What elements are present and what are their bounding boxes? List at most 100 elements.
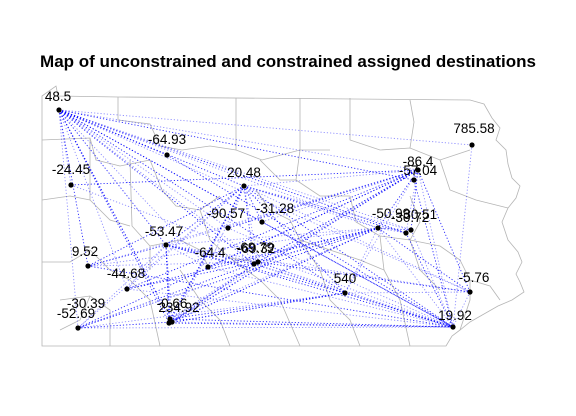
flow-line bbox=[58, 109, 245, 187]
county-line bbox=[229, 257, 301, 347]
destination-point bbox=[375, 225, 381, 231]
destination-point bbox=[469, 142, 475, 148]
flow-line bbox=[169, 227, 379, 320]
flow-line bbox=[344, 169, 419, 294]
destination-label: -64.4 bbox=[195, 245, 226, 260]
destination-label: 540 bbox=[334, 271, 357, 286]
destination-label: -30.51 bbox=[399, 207, 437, 222]
destination-point bbox=[255, 259, 261, 265]
destination-label: -30.72 bbox=[391, 210, 429, 225]
county-line bbox=[469, 279, 501, 301]
flow-line bbox=[87, 227, 379, 267]
flow-line bbox=[344, 291, 471, 294]
flow-line bbox=[168, 322, 454, 328]
flow-line bbox=[169, 261, 259, 320]
flow-line bbox=[243, 185, 379, 229]
flow-line bbox=[70, 184, 454, 328]
flow-line bbox=[77, 326, 454, 329]
county-line bbox=[349, 98, 471, 161]
flow-line bbox=[243, 185, 407, 234]
flow-line bbox=[126, 227, 379, 290]
flow-line bbox=[452, 144, 473, 328]
flow-line bbox=[58, 109, 415, 181]
destination-point bbox=[411, 177, 417, 183]
flow-line bbox=[70, 169, 419, 186]
flow-line bbox=[58, 109, 412, 231]
flow-line bbox=[243, 185, 255, 265]
flow-line bbox=[377, 227, 454, 328]
flow-line bbox=[169, 292, 346, 320]
flow-line bbox=[87, 244, 167, 267]
flow-line bbox=[58, 109, 209, 268]
destination-point bbox=[403, 230, 409, 236]
flow-line bbox=[410, 169, 419, 231]
destination-label: 48.5 bbox=[45, 89, 71, 104]
flow-line bbox=[257, 169, 419, 263]
flow-line bbox=[377, 227, 412, 231]
flow-line bbox=[165, 185, 245, 246]
flow-line bbox=[257, 261, 454, 328]
destination-label: -50.99 bbox=[372, 206, 410, 221]
flow-line bbox=[87, 185, 245, 267]
county-line bbox=[299, 239, 361, 347]
flow-line bbox=[58, 109, 473, 146]
flow-line bbox=[165, 244, 173, 323]
destination-label: -30.39 bbox=[67, 296, 105, 311]
destination-label: -64.93 bbox=[148, 132, 186, 147]
state-outline bbox=[41, 85, 525, 347]
destination-label: 785.58 bbox=[453, 121, 494, 136]
flow-line bbox=[77, 227, 379, 329]
county-line bbox=[379, 235, 411, 347]
destination-point bbox=[75, 325, 81, 331]
flow-line bbox=[165, 244, 209, 268]
flow-line bbox=[207, 266, 454, 328]
destination-label: -53.47 bbox=[145, 224, 183, 239]
flow-line bbox=[77, 244, 167, 329]
flow-line bbox=[58, 109, 471, 293]
county-line bbox=[259, 159, 296, 181]
destination-label: -24.45 bbox=[52, 162, 90, 177]
destination-label: -69.79 bbox=[236, 240, 274, 255]
county-line bbox=[59, 295, 91, 331]
destination-point bbox=[467, 289, 473, 295]
destination-label: -90.57 bbox=[207, 206, 245, 221]
flow-line bbox=[166, 154, 454, 328]
flow-line bbox=[377, 227, 471, 293]
flow-line bbox=[227, 185, 245, 229]
destination-label: -44.68 bbox=[107, 266, 145, 281]
flow-line bbox=[169, 318, 454, 328]
flow-line bbox=[58, 109, 346, 294]
county-line bbox=[255, 189, 331, 251]
destination-point bbox=[163, 242, 169, 248]
flow-line bbox=[126, 261, 259, 290]
flow-line bbox=[405, 232, 454, 328]
destination-point bbox=[241, 183, 247, 189]
flow-line bbox=[58, 109, 229, 229]
county-line bbox=[117, 97, 237, 151]
county-line bbox=[59, 295, 111, 346]
flow-line bbox=[243, 185, 471, 293]
flow-line bbox=[257, 261, 346, 294]
destination-label: 234.92 bbox=[158, 300, 199, 315]
flow-line bbox=[207, 185, 245, 268]
destination-label: 9.52 bbox=[72, 244, 98, 259]
flow-line bbox=[227, 227, 454, 328]
flow-line bbox=[168, 261, 259, 324]
destination-point bbox=[164, 152, 170, 158]
destination-label: 20.48 bbox=[227, 165, 261, 180]
flow-line bbox=[87, 265, 454, 328]
destination-point bbox=[225, 225, 231, 231]
county-line bbox=[439, 159, 509, 209]
destination-label: -5.76 bbox=[459, 270, 490, 285]
destination-point bbox=[415, 167, 421, 173]
flow-line bbox=[171, 261, 259, 323]
county-line bbox=[329, 249, 385, 271]
destination-label: -57.04 bbox=[399, 163, 438, 178]
destination-point bbox=[124, 286, 130, 292]
destination-label: -52.69 bbox=[57, 306, 95, 321]
flow-line bbox=[126, 288, 454, 328]
flow-line bbox=[165, 244, 255, 265]
flow-line bbox=[165, 227, 379, 246]
flow-line bbox=[126, 244, 167, 290]
flow-line bbox=[257, 227, 379, 263]
